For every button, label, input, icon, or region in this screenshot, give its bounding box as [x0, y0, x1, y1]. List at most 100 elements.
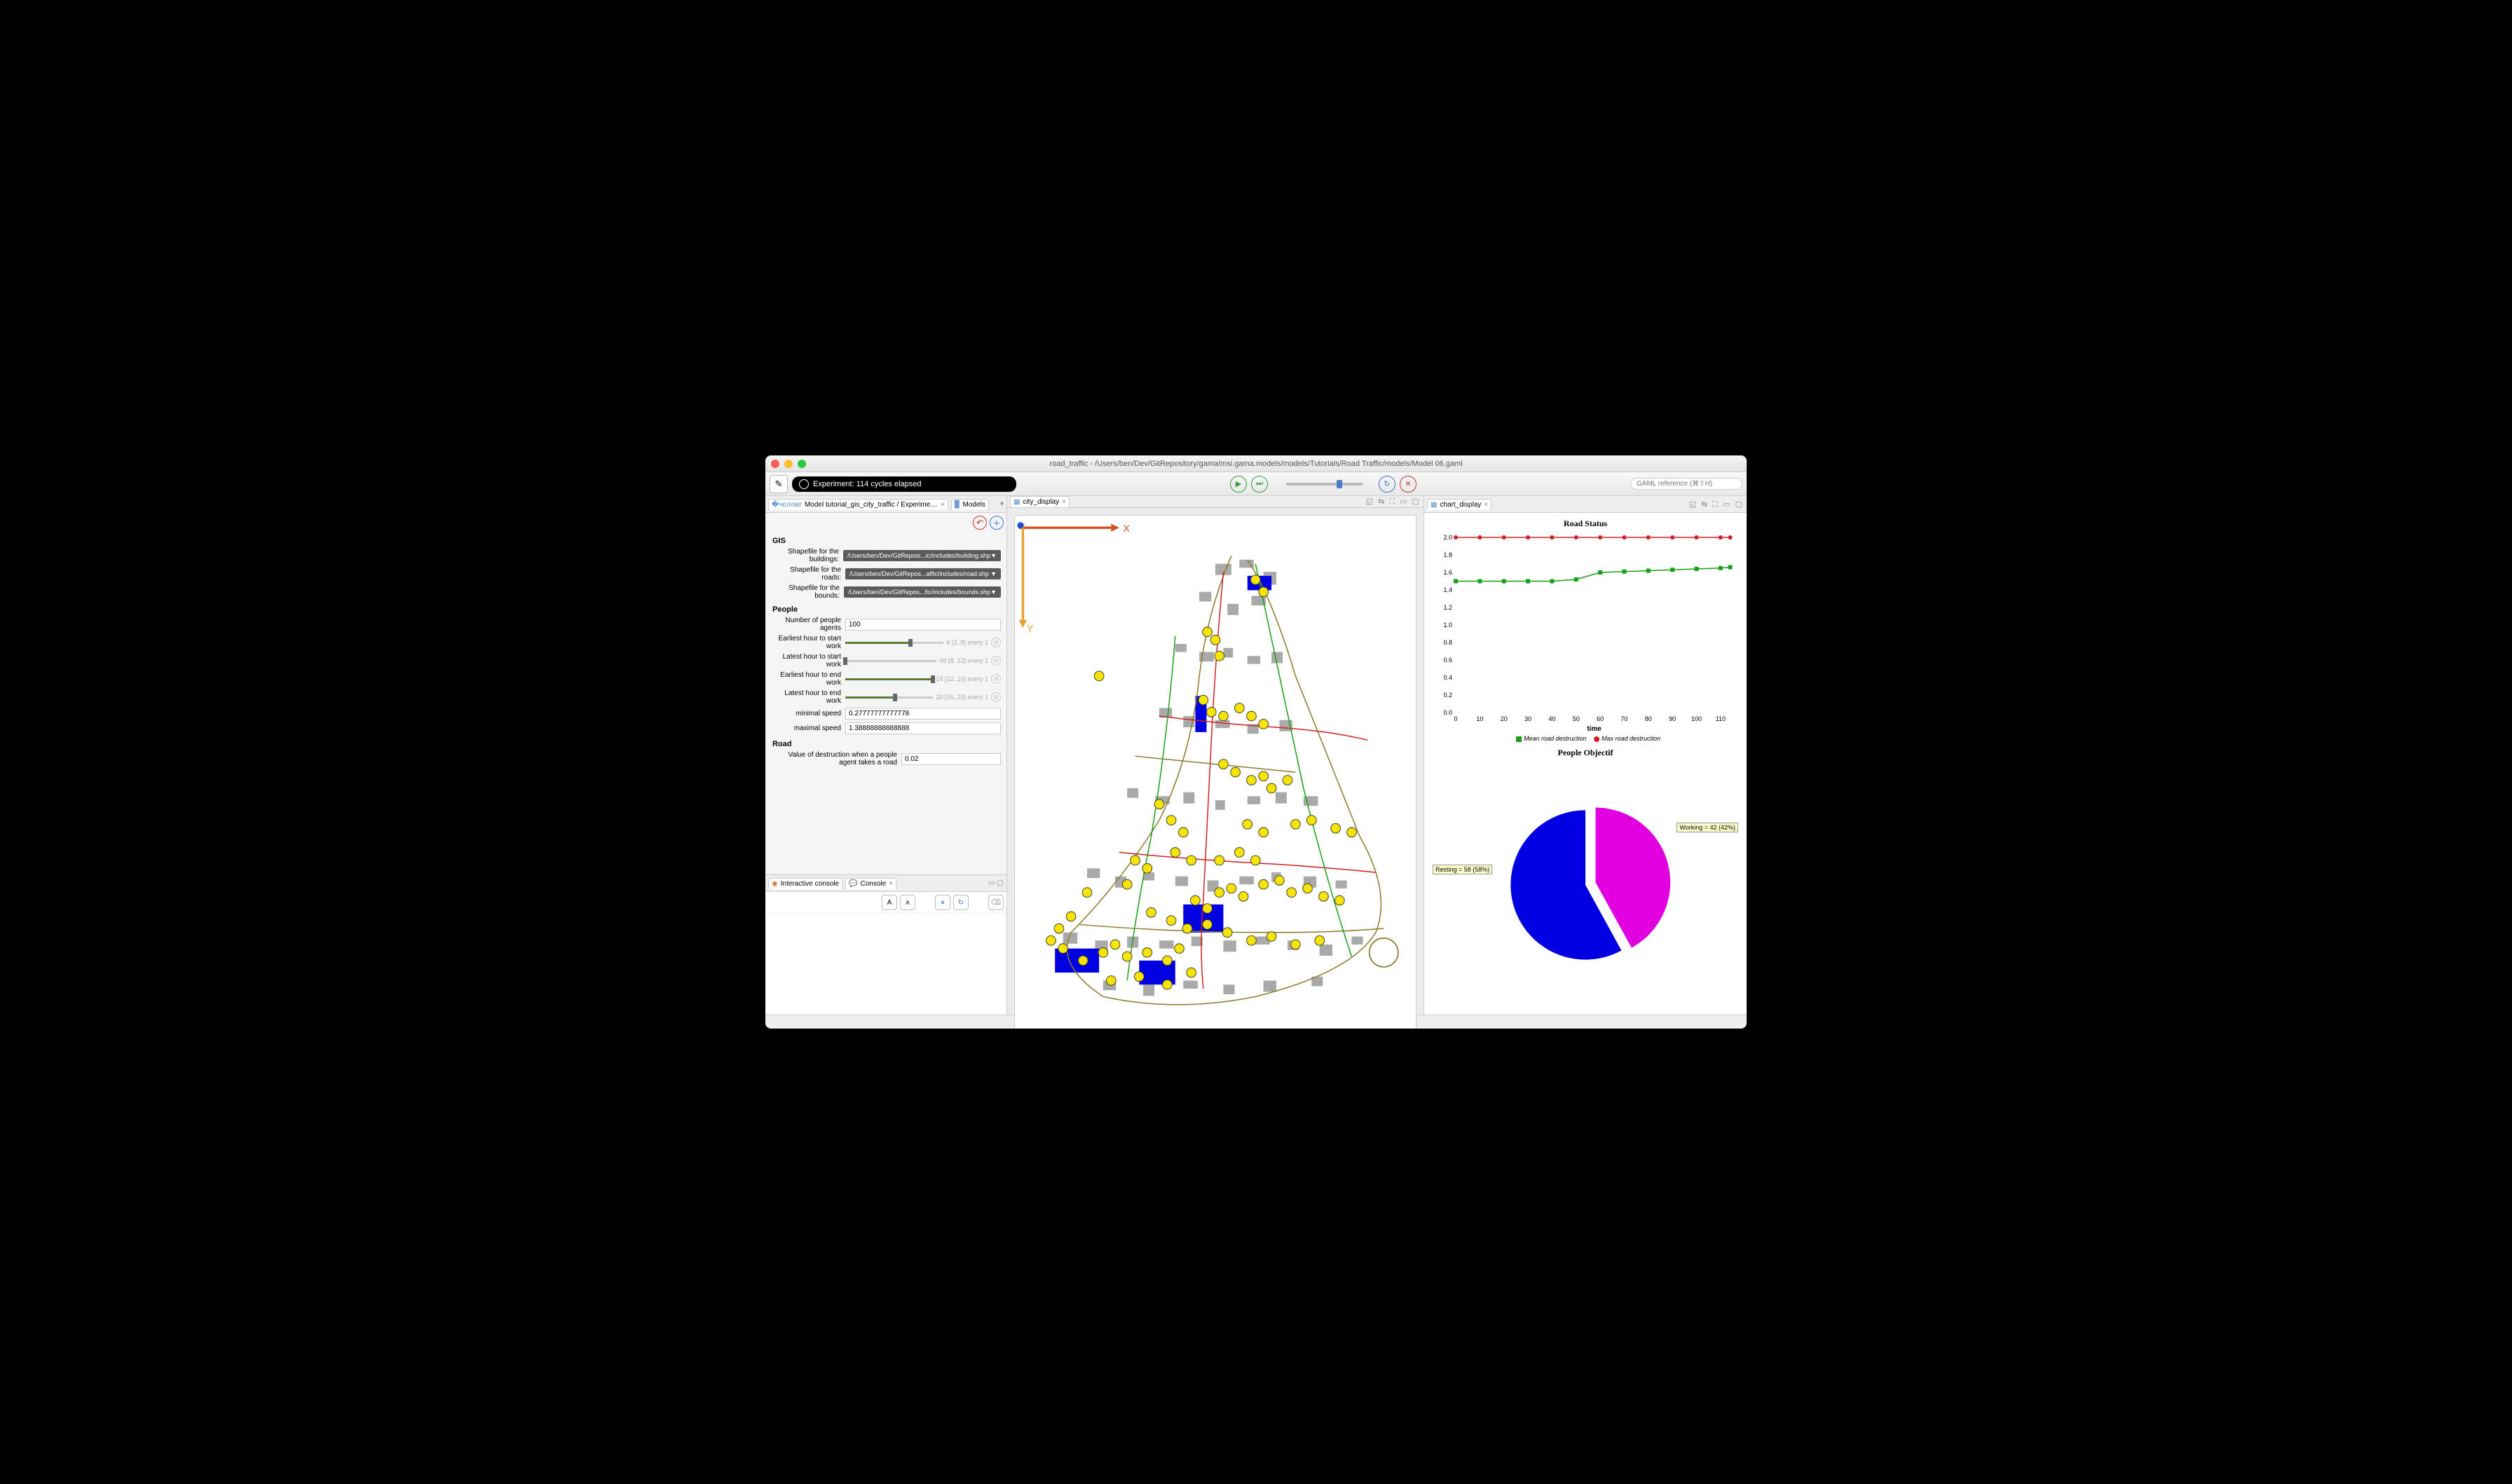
chevron-down-icon: ▼ — [990, 589, 997, 596]
earliest-start-label: Earliest hour to start work — [771, 635, 841, 650]
font-increase-button[interactable]: A — [882, 895, 897, 910]
svg-text:1.4: 1.4 — [1443, 586, 1452, 593]
people-objectif-chart: Resting = 58 (58%) Working = 42 (42%) — [1428, 760, 1742, 1010]
clock-icon — [799, 479, 809, 489]
latest-end-slider[interactable]: 20 [16..23] every 1 ↺ — [845, 692, 1001, 702]
tab-models[interactable]: ▉ Models — [951, 499, 989, 510]
display-icon: ▦ — [1013, 498, 1020, 506]
zoom-window-button[interactable] — [798, 460, 806, 468]
minimize-window-button[interactable] — [784, 460, 793, 468]
buildings-shapefile-dropdown[interactable]: /Users/ben/Dev/GitReposi...ic/includes/b… — [843, 550, 1001, 561]
revert-params-button[interactable]: ↶ — [973, 516, 987, 530]
num-people-label: Number of people agents — [771, 617, 841, 632]
section-people: People — [765, 601, 1006, 615]
tabbar-overflow-icon[interactable]: ▾ — [1000, 500, 1004, 508]
app-window: road_traffic - /Users/ben/Dev/GitReposit… — [765, 455, 1747, 1029]
svg-text:50: 50 — [1573, 715, 1580, 722]
experiment-status-text: Experiment: 114 cycles elapsed — [813, 480, 922, 488]
min-speed-input[interactable] — [845, 708, 1001, 720]
destruction-input[interactable] — [901, 753, 1001, 765]
minimize-icon[interactable]: ▭ — [988, 879, 995, 887]
roads-shapefile-value: /Users/ben/Dev/GitRepos...affic/includes… — [849, 570, 989, 577]
svg-text:1.0: 1.0 — [1443, 621, 1452, 628]
window-controls — [771, 460, 806, 468]
earliest-end-slider[interactable]: 16 [12..16] every 1 ↺ — [845, 674, 1001, 684]
section-road: Road — [765, 736, 1006, 750]
svg-text:time: time — [1587, 725, 1602, 733]
tab-console-label: Console — [861, 880, 887, 888]
add-param-button[interactable]: ＋ — [990, 516, 1004, 530]
display-toolbar-icons[interactable]: ◱ ⇆ ⛶ ▭ ▢ — [1366, 497, 1421, 507]
close-tab-icon[interactable]: × — [941, 501, 945, 509]
tab-chart-display[interactable]: ▦ chart_display × — [1427, 499, 1492, 510]
min-speed-label: minimal speed — [771, 710, 841, 717]
play-button[interactable]: ▶ — [1230, 476, 1247, 493]
svg-text:70: 70 — [1620, 715, 1627, 722]
reset-icon[interactable]: ↺ — [991, 692, 1001, 702]
working-label: Working = 42 (42%) — [1677, 823, 1738, 832]
svg-text:1.2: 1.2 — [1443, 604, 1452, 611]
chevron-down-icon: ▼ — [990, 570, 997, 577]
legend-mean-label: Mean road destruction — [1524, 735, 1587, 742]
display-toolbar-icons[interactable]: ◱ ⇆ ⛶ ▭ ▢ — [1689, 500, 1744, 509]
reset-icon[interactable]: ↺ — [991, 674, 1001, 684]
console-panel: ◉ Interactive console 💬 Console × ▭ ▢ A … — [765, 874, 1006, 1015]
left-panel: �челове Model tutorial_gis_city_traffic … — [765, 496, 1007, 1015]
experiment-tab-icon: �челове — [772, 501, 802, 509]
tab-experiment[interactable]: �челове Model tutorial_gis_city_traffic … — [768, 499, 948, 510]
city-map[interactable]: XY — [1014, 515, 1417, 1029]
tab-chart-display-label: chart_display — [1440, 501, 1481, 509]
latest-start-slider[interactable]: 08 [8..12] every 1 ↺ — [845, 656, 1001, 666]
pause-console-button[interactable]: ⏸ — [935, 895, 950, 910]
close-tab-icon[interactable]: × — [1484, 501, 1488, 509]
tab-models-label: Models — [963, 501, 985, 509]
close-tab-icon[interactable]: × — [1062, 498, 1066, 506]
refresh-console-button[interactable]: ↻ — [953, 895, 969, 910]
reset-icon[interactable]: ↺ — [991, 638, 1001, 647]
tab-console[interactable]: 💬 Console × — [845, 878, 896, 889]
svg-text:0.2: 0.2 — [1443, 692, 1452, 699]
reload-button[interactable]: ↻ — [1379, 476, 1395, 493]
main-toolbar: ✎ Experiment: 114 cycles elapsed ▶ ⏭ ↻ ✕ — [765, 472, 1747, 496]
gama-icon: ◉ — [772, 880, 778, 888]
edit-icon[interactable]: ✎ — [770, 475, 788, 493]
search-input[interactable] — [1630, 478, 1742, 490]
earliest-end-label: Earliest hour to end work — [771, 671, 841, 687]
svg-text:100: 100 — [1691, 715, 1702, 722]
svg-text:0.6: 0.6 — [1443, 657, 1452, 664]
svg-text:0.8: 0.8 — [1443, 639, 1452, 646]
svg-text:40: 40 — [1548, 715, 1555, 722]
svg-text:90: 90 — [1669, 715, 1676, 722]
earliest-start-slider[interactable]: 6 [2..8] every 1 ↺ — [845, 638, 1001, 647]
road-status-title: Road Status — [1428, 518, 1742, 529]
svg-text:30: 30 — [1524, 715, 1531, 722]
num-people-input[interactable] — [845, 619, 1001, 631]
maximize-icon[interactable]: ▢ — [997, 879, 1004, 887]
svg-text:110: 110 — [1716, 715, 1726, 722]
reset-icon[interactable]: ↺ — [991, 656, 1001, 666]
svg-text:1.6: 1.6 — [1443, 569, 1452, 576]
latest-start-value: 08 [8..12] every 1 — [939, 657, 988, 664]
svg-text:X: X — [1123, 523, 1129, 534]
tab-interactive-console[interactable]: ◉ Interactive console — [768, 878, 842, 889]
roads-shapefile-dropdown[interactable]: /Users/ben/Dev/GitRepos...affic/includes… — [845, 568, 1001, 579]
close-window-button[interactable] — [771, 460, 779, 468]
font-decrease-button[interactable]: A — [900, 895, 915, 910]
clear-console-button[interactable]: ⌫ — [988, 895, 1004, 910]
speed-slider[interactable] — [1286, 483, 1363, 486]
svg-text:80: 80 — [1645, 715, 1652, 722]
buildings-shapefile-label: Shapefile for the buildings: — [771, 548, 839, 563]
params-tabbar: �челове Model tutorial_gis_city_traffic … — [765, 496, 1006, 513]
svg-text:10: 10 — [1476, 715, 1483, 722]
console-tabbar: ◉ Interactive console 💬 Console × ▭ ▢ — [765, 875, 1006, 892]
tab-experiment-label: Model tutorial_gis_city_traffic / Experi… — [805, 501, 938, 509]
stop-button[interactable]: ✕ — [1400, 476, 1417, 493]
bounds-shapefile-dropdown[interactable]: /Users/ben/Dev/GitRepos...fic/includes/b… — [844, 586, 1001, 598]
step-button[interactable]: ⏭ — [1251, 476, 1268, 493]
svg-text:0: 0 — [1454, 715, 1457, 722]
main-area: �челове Model tutorial_gis_city_traffic … — [765, 496, 1747, 1015]
max-speed-input[interactable] — [845, 722, 1001, 734]
close-tab-icon[interactable]: × — [889, 880, 893, 888]
tab-city-display[interactable]: ▦ city_display × — [1010, 496, 1070, 507]
svg-text:60: 60 — [1597, 715, 1604, 722]
